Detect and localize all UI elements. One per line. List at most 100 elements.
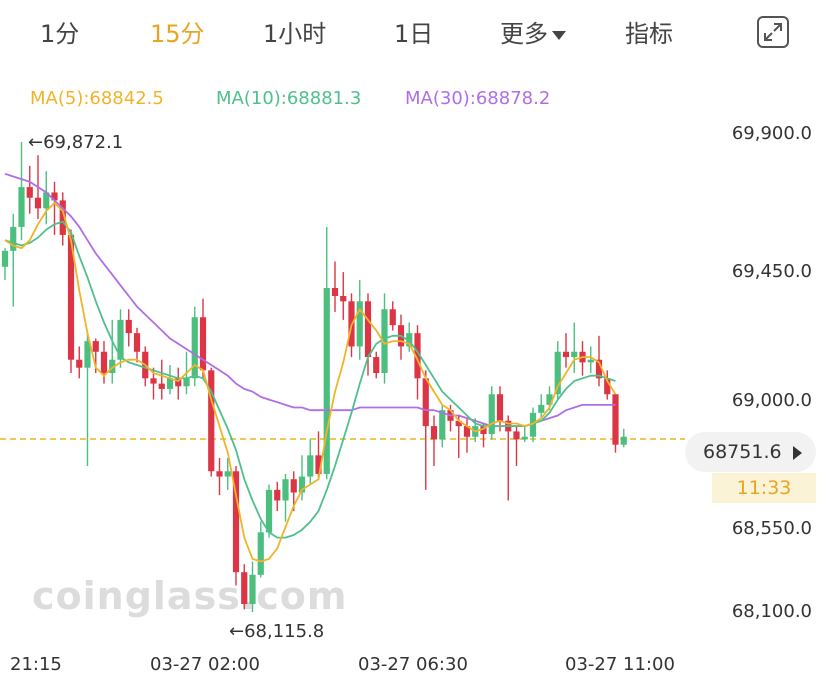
candle-body — [76, 359, 83, 368]
candle-body — [249, 574, 256, 605]
candle-body — [158, 383, 165, 389]
x-tick-label: 21:15 — [10, 654, 62, 675]
tab-more-label: 更多 — [500, 20, 548, 48]
y-tick-label: 69,450.0 — [731, 261, 812, 282]
candle-body — [34, 197, 42, 209]
candle-body — [538, 404, 545, 413]
tab-15min[interactable]: 15分 — [150, 20, 205, 48]
candle-body — [373, 357, 380, 373]
candle-body — [199, 317, 207, 371]
candle-body — [175, 378, 182, 387]
candle-body — [208, 370, 215, 472]
candle-body — [315, 455, 322, 474]
candle-body — [389, 309, 396, 326]
candle-body — [257, 532, 264, 575]
candle-body — [340, 295, 347, 302]
tab-1day[interactable]: 1日 — [394, 20, 434, 48]
candle-body — [43, 192, 50, 209]
candle-body — [307, 455, 314, 477]
candle-body — [323, 288, 330, 474]
tab-1min[interactable]: 1分 — [40, 20, 80, 48]
current-price-value: 68751.6 — [703, 441, 782, 463]
y-tick-label: 69,000.0 — [731, 390, 812, 411]
candle-body — [133, 333, 141, 352]
candle-body — [18, 187, 25, 227]
candle-body — [109, 359, 116, 373]
candle-body — [546, 394, 553, 405]
fullscreen-button[interactable] — [757, 16, 789, 48]
candle-body — [26, 187, 33, 198]
ma30-line — [4, 172, 616, 428]
candle-body — [488, 394, 495, 435]
candle-body — [480, 426, 487, 435]
expand-icon — [764, 23, 782, 41]
candle-body — [84, 341, 91, 368]
candle-body — [620, 436, 627, 445]
ma30-legend: MA(30):68878.2 — [405, 88, 551, 109]
candle-body — [604, 378, 611, 395]
candle-body — [571, 351, 578, 358]
ma10-line — [4, 220, 616, 539]
candle-body — [612, 394, 619, 445]
ma10-legend: MA(10):68881.3 — [216, 88, 362, 109]
candle-body — [183, 378, 190, 387]
candle-body — [216, 471, 223, 477]
candle-body — [496, 394, 504, 421]
candle-body — [554, 351, 561, 395]
candle-body — [513, 431, 520, 440]
candle-body — [587, 359, 594, 363]
low-annotation: ←68,115.8 — [229, 621, 325, 642]
ma5-legend: MA(5):68842.5 — [30, 88, 164, 109]
tab-indicators[interactable]: 指标 — [625, 20, 673, 48]
candle-body — [59, 200, 66, 235]
x-tick-label: 03-27 11:00 — [565, 654, 675, 675]
candle-body — [562, 351, 570, 358]
current-price-tag[interactable]: 68751.6 — [685, 432, 816, 472]
high-annotation: ←69,872.1 — [28, 132, 124, 153]
candle-body — [125, 319, 132, 334]
candle-body — [51, 192, 58, 201]
watermark: coinglass.com — [32, 574, 348, 618]
candle-body — [381, 309, 388, 373]
candle-body — [150, 378, 157, 384]
candle-body — [406, 333, 413, 347]
candle-body — [67, 234, 75, 360]
y-tick-label: 68,550.0 — [731, 518, 812, 539]
candle-body — [439, 410, 446, 440]
candle-body — [364, 301, 372, 358]
candle-body — [224, 471, 231, 477]
candle-body — [529, 412, 537, 437]
candle-body — [117, 319, 124, 360]
candle-body — [463, 426, 471, 437]
candle-body — [265, 489, 273, 533]
candle-body — [232, 471, 240, 573]
timeframe-bar: 1分 15分 1小时 1日 更多 指标 — [0, 0, 828, 70]
candle-countdown: 11:33 — [712, 473, 816, 503]
candle-body — [191, 317, 198, 379]
candle-body — [430, 426, 438, 440]
candle-body — [521, 436, 528, 440]
candle-body — [92, 341, 99, 352]
candle-body — [414, 333, 421, 379]
ma5-line — [4, 202, 617, 563]
y-tick-label: 69,900.0 — [731, 123, 812, 144]
candle-body — [298, 476, 306, 493]
candle-body — [100, 351, 108, 373]
candle-body — [455, 420, 462, 427]
candle-body — [290, 479, 297, 493]
caret-down-icon — [552, 30, 566, 40]
candle-body — [10, 226, 17, 251]
x-tick-label: 03-27 02:00 — [150, 654, 260, 675]
tab-1hour[interactable]: 1小时 — [263, 20, 327, 48]
candle-body — [241, 572, 248, 605]
candle-body — [282, 479, 289, 501]
candle-body — [274, 489, 281, 501]
tab-more[interactable]: 更多 — [500, 14, 566, 49]
candle-body — [1, 250, 9, 267]
candle-body — [356, 301, 363, 347]
play-right-icon — [793, 446, 802, 460]
y-tick-label: 68,100.0 — [731, 601, 812, 622]
x-tick-label: 03-27 06:30 — [358, 654, 468, 675]
candle-body — [422, 378, 429, 427]
